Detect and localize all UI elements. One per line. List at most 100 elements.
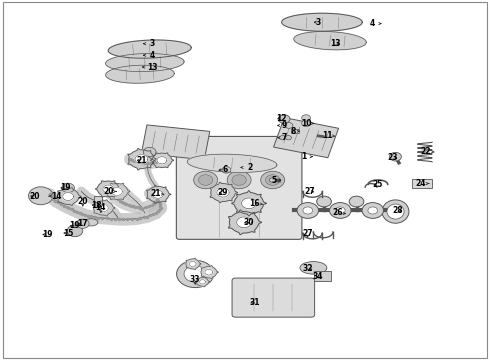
Text: 4: 4 (369, 19, 381, 28)
Polygon shape (112, 188, 122, 195)
Polygon shape (187, 154, 277, 172)
Text: 7: 7 (278, 133, 287, 142)
Circle shape (28, 187, 53, 205)
Text: 27: 27 (304, 187, 315, 196)
FancyBboxPatch shape (232, 278, 315, 317)
Text: 25: 25 (373, 180, 383, 189)
Circle shape (362, 203, 384, 219)
Circle shape (317, 196, 331, 207)
Text: 5: 5 (272, 176, 281, 185)
Polygon shape (189, 261, 196, 266)
Text: 14: 14 (96, 203, 106, 212)
Circle shape (76, 219, 89, 228)
Text: 19: 19 (69, 221, 79, 230)
Circle shape (302, 120, 311, 127)
Text: 19: 19 (60, 183, 71, 192)
Text: 10: 10 (301, 119, 314, 128)
Circle shape (176, 260, 214, 288)
Circle shape (232, 175, 246, 185)
Text: 19: 19 (42, 230, 52, 239)
Text: 32: 32 (302, 265, 313, 274)
Polygon shape (242, 198, 256, 209)
Ellipse shape (84, 219, 98, 226)
Text: 2: 2 (241, 163, 252, 172)
Text: 30: 30 (244, 218, 254, 227)
Text: 28: 28 (392, 206, 403, 215)
Text: 18: 18 (91, 201, 101, 210)
Text: 1: 1 (301, 152, 312, 161)
Text: 23: 23 (387, 153, 398, 162)
Polygon shape (232, 191, 266, 216)
Text: 6: 6 (219, 165, 228, 174)
Circle shape (368, 207, 378, 214)
Circle shape (280, 135, 286, 140)
Text: 14: 14 (49, 192, 62, 201)
Polygon shape (205, 269, 213, 275)
Circle shape (297, 203, 318, 219)
Polygon shape (147, 185, 171, 203)
Circle shape (184, 266, 206, 282)
Circle shape (194, 171, 218, 189)
Circle shape (330, 203, 351, 219)
Bar (315, 271, 331, 281)
Circle shape (349, 196, 364, 207)
Text: 17: 17 (77, 219, 88, 228)
Circle shape (67, 225, 83, 237)
Polygon shape (153, 190, 163, 198)
Circle shape (286, 135, 292, 140)
Polygon shape (150, 153, 173, 168)
Text: 12: 12 (276, 114, 287, 123)
Polygon shape (57, 188, 81, 205)
Circle shape (62, 183, 74, 193)
Text: 4: 4 (144, 51, 155, 60)
Circle shape (270, 178, 275, 182)
Polygon shape (104, 183, 130, 199)
Text: 29: 29 (218, 188, 228, 197)
Circle shape (198, 175, 213, 185)
Text: 26: 26 (333, 208, 346, 217)
Polygon shape (186, 258, 201, 270)
Polygon shape (108, 40, 191, 58)
Polygon shape (196, 277, 209, 287)
Polygon shape (128, 148, 156, 170)
Polygon shape (217, 188, 229, 197)
Polygon shape (142, 125, 210, 160)
Polygon shape (228, 210, 261, 235)
Circle shape (266, 175, 280, 185)
Polygon shape (237, 217, 251, 228)
Text: 27: 27 (302, 229, 313, 238)
Circle shape (336, 207, 345, 214)
Polygon shape (201, 266, 218, 279)
Polygon shape (273, 118, 339, 158)
Bar (94, 196, 102, 207)
Polygon shape (106, 54, 184, 72)
Polygon shape (98, 204, 108, 212)
Polygon shape (294, 32, 366, 50)
Ellipse shape (300, 262, 327, 274)
Polygon shape (282, 13, 362, 31)
Text: 3: 3 (144, 39, 155, 48)
Circle shape (303, 207, 313, 214)
Polygon shape (94, 200, 115, 216)
Ellipse shape (382, 200, 409, 223)
Text: 11: 11 (322, 131, 335, 140)
Circle shape (144, 147, 156, 157)
Text: 21: 21 (136, 156, 147, 165)
Polygon shape (210, 182, 238, 203)
Text: 13: 13 (330, 39, 341, 48)
Text: 3: 3 (314, 18, 321, 27)
Text: 24: 24 (416, 179, 429, 188)
Polygon shape (103, 185, 114, 193)
Circle shape (261, 171, 285, 189)
Circle shape (278, 115, 290, 123)
Text: 21: 21 (151, 189, 164, 198)
Polygon shape (106, 65, 174, 83)
Circle shape (285, 123, 293, 129)
Text: 33: 33 (190, 275, 200, 284)
Circle shape (302, 115, 311, 121)
Text: 9: 9 (278, 121, 287, 130)
Ellipse shape (387, 204, 404, 219)
Polygon shape (199, 280, 205, 284)
Text: 8: 8 (290, 127, 299, 136)
Bar (292, 129, 299, 133)
